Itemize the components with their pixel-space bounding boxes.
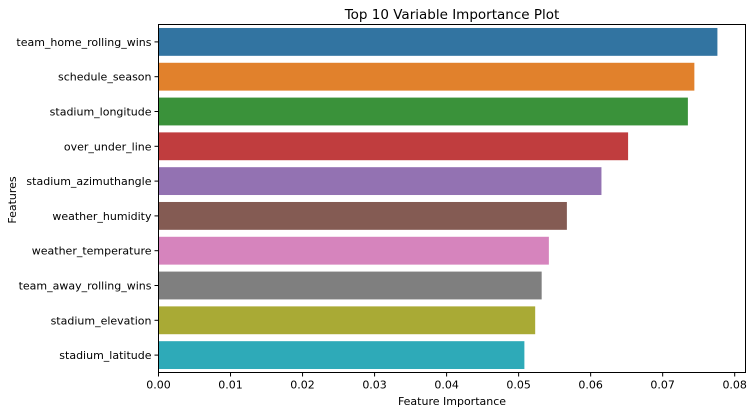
x-tick-label: 0.01 [218,379,243,392]
x-tick-label: 0.00 [146,379,171,392]
bar-weather-temperature [158,236,549,265]
y-tick-label: team_away_rolling_wins [19,280,152,293]
y-tick-label: over_under_line [64,140,152,153]
x-ticks: 0.00 0.01 0.02 0.03 0.04 0.05 0.06 0.07 0.08 [146,372,747,392]
y-tick-label: stadium_azimuthangle [26,175,151,188]
bar-weather-humidity [158,201,567,230]
bar-team-away-rolling-wins [158,271,542,300]
x-tick-label: 0.08 [722,379,747,392]
x-tick-label: 0.05 [506,379,531,392]
y-tick-label: stadium_longitude [50,106,152,119]
y-tick-label: stadium_latitude [59,349,151,362]
bar-stadium-elevation [158,306,536,335]
x-tick-label: 0.03 [362,379,387,392]
y-tick-label: stadium_elevation [51,314,152,327]
bars [158,27,718,370]
x-axis-label: Feature Importance [398,395,506,408]
bar-schedule-season [158,62,695,91]
y-tick-label: weather_temperature [32,245,152,258]
y-tick-label: weather_humidity [52,210,152,223]
x-tick-label: 0.07 [650,379,675,392]
bar-over-under-line [158,132,629,161]
bar-stadium-azimuthangle [158,167,602,196]
y-axis-label: Features [6,176,19,224]
plot-frame [158,24,746,373]
bar-team-home-rolling-wins [158,27,718,56]
x-tick-label: 0.04 [434,379,459,392]
y-tick-label: schedule_season [58,71,151,84]
y-ticks: team_home_rolling_wins schedule_seasonsta… [16,36,159,362]
bar-stadium-latitude [158,341,525,370]
x-tick-label: 0.06 [578,379,603,392]
bar-stadium-longitude [158,97,688,126]
chart-title: Top 10 Variable Importance Plot [344,7,560,23]
x-tick-label: 0.02 [290,379,315,392]
y-tick-label: team_home_rolling_wins [16,36,151,49]
